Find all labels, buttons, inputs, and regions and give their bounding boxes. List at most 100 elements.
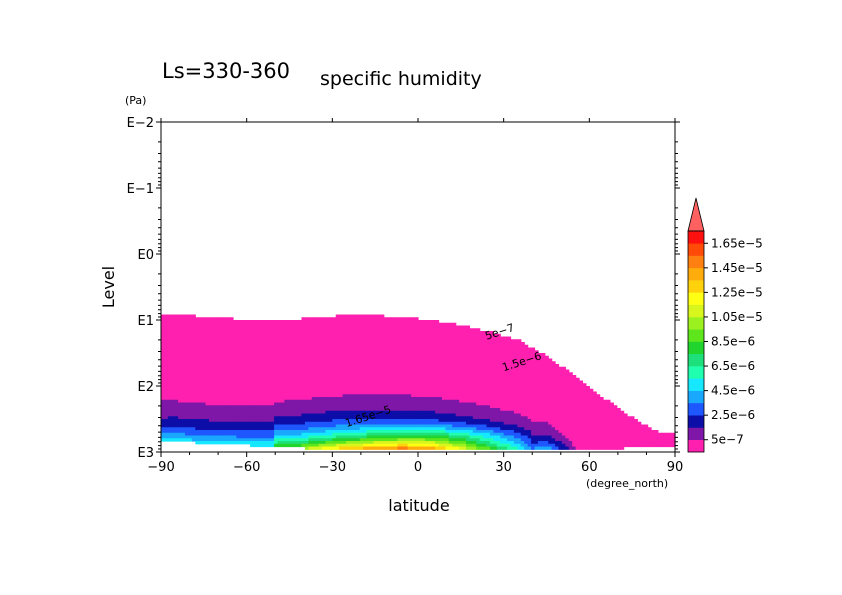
contour-cell <box>178 430 183 434</box>
contour-cell <box>531 372 536 376</box>
contour-cell <box>342 402 347 406</box>
contour-cell <box>383 355 388 360</box>
contour-cell <box>171 421 176 426</box>
contour-cell <box>489 377 494 382</box>
contour-cell <box>349 366 354 371</box>
contour-cell <box>253 380 258 384</box>
contour-cell <box>435 391 440 395</box>
contour-cell <box>414 438 419 442</box>
contour-cell <box>277 369 282 373</box>
contour-cell <box>493 391 498 395</box>
contour-cell <box>291 328 296 332</box>
contour-cell <box>332 432 337 437</box>
contour-cell <box>510 342 515 346</box>
contour-cell <box>322 339 327 343</box>
contour-cell <box>198 435 203 439</box>
contour-cell <box>322 388 327 393</box>
contour-cell <box>226 430 231 434</box>
contour-cell <box>284 408 289 412</box>
contour-cell <box>465 438 470 442</box>
contour-cell <box>356 361 361 365</box>
contour-cell <box>294 386 299 390</box>
contour-cell <box>267 361 272 365</box>
contour-cell <box>459 361 464 365</box>
contour-cell <box>191 438 196 442</box>
contour-cell <box>161 430 166 434</box>
contour-cell <box>236 380 241 384</box>
contour-cell <box>383 350 388 354</box>
contour-cell <box>356 328 361 332</box>
contour-cell <box>465 383 470 387</box>
contour-cell <box>325 339 330 343</box>
contour-cell <box>239 430 244 434</box>
contour-cell <box>390 419 395 423</box>
contour-cell <box>448 446 453 450</box>
contour-cell <box>250 347 255 351</box>
contour-cell <box>517 358 522 362</box>
contour-cell <box>462 402 467 406</box>
contour-cell <box>256 372 261 376</box>
contour-cell <box>356 366 361 371</box>
contour-cell <box>229 322 234 327</box>
contour-cell <box>407 421 412 426</box>
contour-cell <box>513 419 518 423</box>
contour-cell <box>215 333 220 338</box>
contour-cell <box>510 388 515 393</box>
contour-cell <box>311 408 316 412</box>
contour-cell <box>277 372 282 376</box>
contour-cell <box>311 344 316 349</box>
contour-cell <box>243 424 248 428</box>
contour-cell <box>524 421 529 426</box>
contour-cell <box>202 413 207 417</box>
contour-cell <box>318 325 323 329</box>
contour-cell <box>404 372 409 376</box>
contour-cell <box>390 441 395 445</box>
contour-cell <box>342 331 347 335</box>
contour-cell <box>496 446 501 450</box>
contour-cell <box>445 386 450 390</box>
contour-cell <box>448 432 453 437</box>
contour-cell <box>527 372 532 376</box>
contour-cell <box>174 408 179 412</box>
contour-cell <box>253 419 258 423</box>
contour-cell <box>243 336 248 340</box>
contour-cell <box>191 364 196 368</box>
contour-cell <box>202 342 207 346</box>
contour-cell <box>250 372 255 376</box>
contour-cell <box>229 421 234 426</box>
contour-cell <box>469 388 474 393</box>
contour-cell <box>428 397 433 401</box>
contour-cell <box>277 322 282 327</box>
contour-cell <box>483 397 488 401</box>
contour-cell <box>483 441 488 445</box>
contour-cell <box>479 391 484 395</box>
contour-cell <box>520 402 525 406</box>
contour-cell <box>274 366 279 371</box>
contour-cell <box>161 364 166 368</box>
contour-cell <box>226 342 231 346</box>
contour-cell <box>469 413 474 417</box>
contour-cell <box>527 355 532 360</box>
contour-cell <box>174 421 179 426</box>
contour-cell <box>435 369 440 373</box>
contour-cell <box>373 320 378 324</box>
contour-cell <box>253 435 258 439</box>
contour-cell <box>352 358 357 362</box>
contour-cell <box>256 394 261 398</box>
contour-cell <box>363 402 368 406</box>
contour-cell <box>380 333 385 338</box>
contour-cell <box>215 438 220 442</box>
contour-cell <box>438 419 443 423</box>
contour-cell <box>373 366 378 371</box>
contour-cell <box>171 339 176 343</box>
contour-cell <box>298 344 303 349</box>
contour-cell <box>438 443 443 448</box>
contour-cell <box>517 386 522 390</box>
contour-cell <box>428 383 433 387</box>
contour-cell <box>397 399 402 404</box>
contour-cell <box>342 336 347 340</box>
contour-cell <box>435 339 440 343</box>
contour-cell <box>256 358 261 362</box>
contour-cell <box>459 383 464 387</box>
contour-cell <box>346 347 351 351</box>
